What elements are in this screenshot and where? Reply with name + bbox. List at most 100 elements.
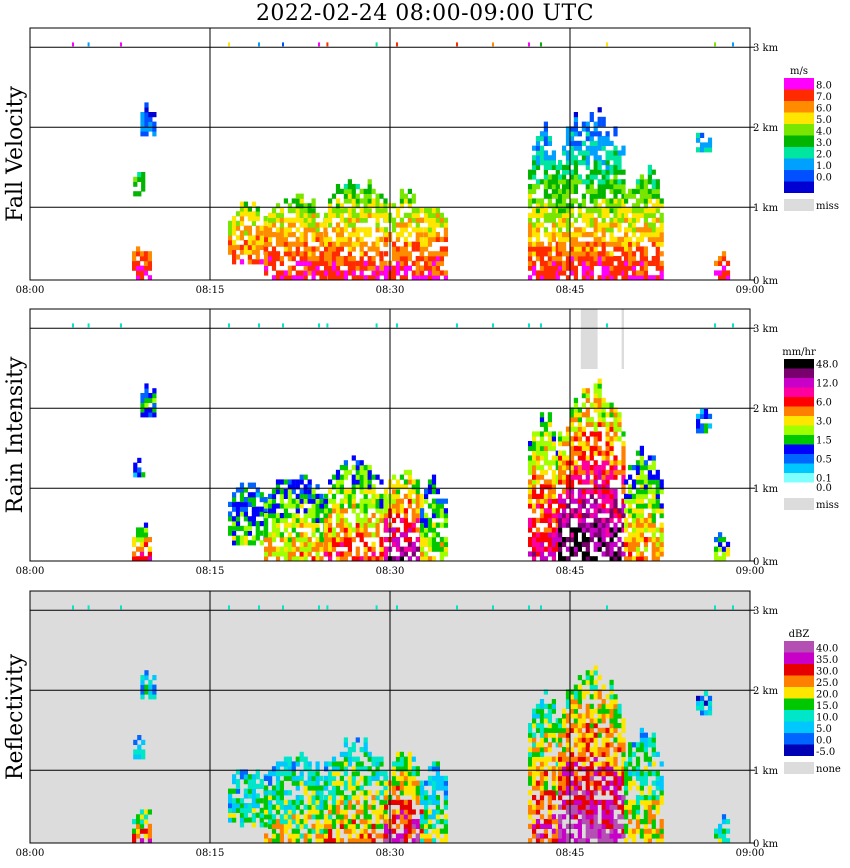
echo-cell: [255, 783, 260, 789]
echo-cell: [585, 727, 590, 733]
echo-cell: [328, 251, 333, 257]
echo-cell: [551, 756, 556, 762]
echo-cell: [539, 131, 545, 137]
echo-cell: [359, 804, 364, 810]
echo-cell: [609, 179, 614, 185]
echo-cell: [232, 244, 237, 250]
echo-cell: [651, 799, 656, 805]
echo-cell: [395, 833, 401, 839]
echo-cell: [335, 241, 341, 247]
echo-cell: [324, 217, 329, 223]
echo-cell: [343, 804, 348, 810]
echo-cell: [589, 208, 594, 214]
echo-cell: [718, 556, 723, 562]
echo-cell: [375, 795, 380, 801]
echo-cell: [569, 546, 575, 552]
echo-cell: [239, 235, 245, 241]
echo-cell: [143, 537, 149, 543]
echo-cell: [577, 799, 582, 805]
echo-cell: [339, 479, 344, 485]
echo-cell: [363, 474, 368, 480]
echo-cell: [577, 474, 582, 480]
echo-cell: [255, 216, 260, 222]
echo-cell: [439, 775, 444, 781]
top-echo-speck: [72, 605, 74, 610]
echo-cell: [617, 217, 622, 223]
echo-cell: [355, 236, 360, 242]
echo-cell: [532, 708, 537, 714]
x-tick-label: 09:00: [736, 285, 765, 296]
echo-cell: [565, 522, 571, 528]
echo-cell: [243, 206, 248, 212]
echo-cell: [307, 203, 312, 209]
echo-cell: [605, 431, 610, 437]
echo-cell: [291, 527, 296, 533]
echo-cell: [239, 220, 245, 226]
missing-data-column: [580, 309, 598, 369]
echo-cell: [439, 828, 444, 834]
echo-cell: [299, 780, 304, 786]
echo-cell: [581, 790, 586, 796]
echo-cell: [628, 260, 633, 266]
echo-cell: [547, 838, 552, 844]
echo-cell: [431, 541, 437, 547]
echo-cell: [255, 225, 260, 231]
echo-cell: [239, 230, 245, 236]
echo-cell: [371, 756, 376, 762]
echo-cell: [628, 756, 633, 762]
echo-cell: [324, 251, 329, 257]
echo-cell: [601, 140, 606, 146]
echo-cell: [319, 809, 324, 815]
top-echo-speck: [492, 323, 494, 328]
echo-cell: [565, 441, 571, 447]
echo-cell: [399, 193, 404, 199]
echo-cell: [424, 241, 429, 247]
echo-cell: [597, 508, 602, 514]
echo-cell: [407, 198, 412, 204]
echo-cell: [141, 186, 146, 192]
echo-cell: [339, 819, 344, 825]
echo-cell: [597, 121, 602, 127]
echo-cell: [347, 217, 352, 223]
echo-cell: [391, 251, 397, 257]
echo-cell: [319, 790, 324, 796]
echo-cell: [589, 179, 594, 185]
echo-cell: [532, 761, 537, 767]
echo-cell: [415, 246, 420, 252]
echo-cell: [295, 804, 300, 810]
echo-cell: [535, 179, 541, 185]
echo-cell: [628, 804, 633, 810]
echo-cell: [593, 723, 598, 729]
echo-cell: [577, 212, 582, 218]
echo-cell: [585, 164, 590, 170]
echo-cell: [315, 227, 320, 233]
echo-cell: [635, 828, 641, 834]
echo-cell: [581, 723, 586, 729]
echo-cell: [144, 131, 149, 137]
echo-cell: [427, 251, 433, 257]
echo-cell: [659, 508, 664, 514]
echo-cell: [539, 450, 545, 456]
echo-cell: [268, 503, 273, 509]
echo-cell: [351, 256, 356, 262]
echo-cell: [593, 828, 598, 834]
echo-cell: [539, 780, 545, 786]
echo-cell: [259, 497, 264, 503]
echo-cell: [573, 537, 578, 543]
echo-cell: [628, 751, 633, 757]
echo-cell: [268, 790, 273, 796]
legend-label: 7.0: [816, 92, 832, 103]
echo-cell: [403, 819, 408, 825]
echo-cell: [379, 256, 384, 262]
echo-cell: [558, 532, 563, 538]
echo-cell: [605, 227, 610, 233]
top-echo-speck: [72, 323, 74, 328]
echo-cell: [443, 217, 448, 223]
echo-cell: [415, 508, 420, 514]
echo-cell: [639, 780, 644, 786]
echo-cell: [251, 807, 256, 813]
echo-cell: [339, 236, 344, 242]
echo-cell: [597, 546, 602, 552]
echo-cell: [307, 270, 312, 276]
echo-cell: [631, 270, 637, 276]
